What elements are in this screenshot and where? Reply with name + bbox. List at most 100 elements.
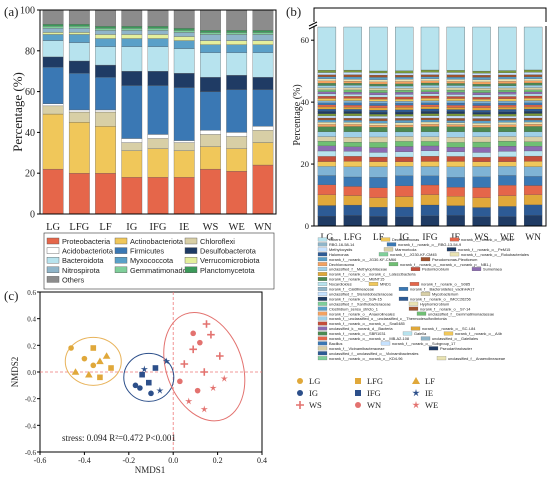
point-ws (180, 360, 189, 368)
bar-segment (42, 26, 64, 29)
legend-swatch (46, 237, 60, 245)
x-tick-label: -0.2 (122, 456, 135, 465)
legend-marker (355, 390, 361, 396)
bar-segment (395, 175, 414, 186)
bar-segment (395, 101, 414, 104)
panel-c-stats-annotation: stress: 0.094 R²=0.472 P<0.001 (62, 433, 176, 443)
bar-segment-others (446, 26, 465, 71)
legend-swatch (317, 252, 328, 257)
legend-swatch (386, 242, 397, 247)
legend-label: norank_f__Vicinamibacteraceae (329, 346, 385, 351)
bar-segment (446, 124, 465, 127)
bar-segment (498, 122, 517, 125)
legend-swatch (46, 266, 60, 273)
bar-segment (317, 194, 337, 206)
bar-segment-others (523, 26, 543, 71)
bar-segment (68, 73, 90, 111)
bar-segment (369, 109, 388, 113)
x-tick-label: -0.4 (78, 456, 91, 465)
legend-label: Myxococcota (130, 256, 174, 265)
bar-segment (343, 100, 362, 103)
bar-segment (446, 142, 465, 148)
bar-segment (395, 146, 414, 152)
point-we (220, 374, 228, 382)
bar-segment (446, 96, 465, 99)
bar-segment (317, 119, 337, 123)
y-tick-label: 60 (25, 87, 35, 98)
bar-segment (472, 107, 491, 111)
point-lg (90, 362, 97, 369)
bar-segment (343, 151, 362, 157)
legend-marker (296, 401, 304, 409)
bar-segment (173, 32, 195, 37)
bar-segment (252, 52, 274, 78)
bar-segment (420, 106, 440, 110)
bar-segment (446, 76, 465, 80)
bar-segment (147, 30, 169, 35)
bar-segment (420, 166, 440, 176)
bar-segment (173, 140, 195, 143)
bar-segment (42, 168, 64, 215)
bar-segment (226, 75, 248, 90)
bar-segment (369, 92, 388, 96)
bar-segment (446, 100, 465, 104)
legend-label: norank_f__norank_o__JG30-KF-CM66 (329, 257, 396, 262)
x-tick-label: 0.4 (257, 456, 267, 465)
bar-segment (523, 155, 543, 162)
bar-segment (472, 123, 491, 126)
legend-label: LF (425, 376, 435, 386)
legend-label: IE (425, 388, 433, 398)
bar-segment (343, 89, 362, 93)
x-tick-label: LFG (344, 233, 362, 243)
bar-segment (472, 94, 491, 98)
bar-segment (498, 136, 517, 142)
bar-segment (369, 166, 388, 178)
bar-segment (498, 185, 517, 196)
bar-segment (498, 141, 517, 147)
bar-segment (369, 131, 388, 138)
bar-segment (446, 187, 465, 197)
y-tick-label: 40 (301, 97, 310, 107)
bar-segment (446, 120, 465, 123)
bar-segment (68, 42, 90, 62)
bar-segment (95, 64, 116, 78)
bar-segment (446, 137, 465, 143)
bar-segment (317, 124, 337, 127)
bar-segment (420, 184, 440, 195)
bar-segment (420, 156, 440, 162)
bar-segment (446, 118, 465, 121)
bar-segment (395, 118, 414, 121)
bar-segment (420, 121, 440, 125)
bar-segment (369, 107, 388, 111)
legend-label: norank_f__norank_o__RBG-13-54-9 (398, 242, 461, 247)
bar-segment (252, 9, 274, 31)
legend-swatch (317, 242, 328, 247)
bar-segment (369, 94, 388, 98)
bar-segment (369, 156, 388, 162)
bar-segment (317, 78, 337, 82)
bar-segment (95, 173, 116, 215)
legend-swatch (443, 331, 454, 336)
bar-segment (420, 69, 440, 73)
bar-segment (498, 76, 517, 80)
legend-swatch (317, 267, 328, 271)
legend-swatch (317, 321, 328, 326)
bar-segment (498, 120, 517, 123)
bar-segment (498, 109, 517, 112)
legend-label: norank_f__norank_o__S085 (421, 282, 470, 287)
bar-segment (343, 96, 362, 99)
bar-segment (395, 216, 414, 227)
bar-segment-others (343, 26, 362, 71)
bar-segment (173, 87, 195, 141)
bar-segment (523, 78, 543, 81)
bar-segment (420, 72, 440, 75)
bar-segment (420, 150, 440, 157)
bar-segment (472, 187, 491, 198)
legend-label: norank_f__unclassified_o__unclassified_c… (329, 316, 447, 321)
bar-segment (420, 124, 440, 127)
legend-label: Mycobacterium (432, 291, 458, 296)
bar-segment (498, 104, 517, 108)
point-lg (68, 345, 74, 351)
bar-segment-others (369, 26, 388, 72)
bar-segment (343, 176, 362, 187)
